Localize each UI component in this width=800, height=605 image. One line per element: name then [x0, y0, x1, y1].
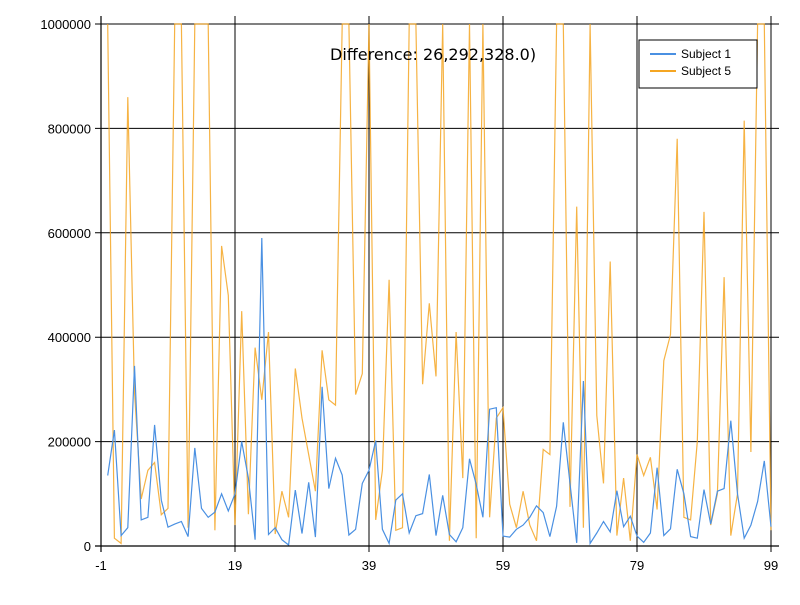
y-tick-label: 600000: [48, 226, 91, 241]
grid-lines: [95, 16, 779, 552]
y-tick-label: 400000: [48, 330, 91, 345]
x-tick-label: 79: [630, 558, 644, 573]
x-tick-label: 39: [362, 558, 376, 573]
legend-label-subject-5: Subject 5: [681, 64, 731, 78]
legend-label-subject-1: Subject 1: [681, 47, 731, 61]
series-line-subject-1: [107, 237, 772, 547]
legend: Subject 1 Subject 5: [638, 39, 758, 89]
chart-title: Difference: 26,292,328.0): [330, 45, 536, 64]
y-tick-label: 200000: [48, 435, 91, 450]
series-line-subject-5: [107, 23, 772, 545]
y-tick-label: 0: [84, 539, 91, 554]
x-tick-label: 19: [228, 558, 242, 573]
x-tick-label: -1: [95, 558, 107, 573]
x-tick-label: 59: [496, 558, 510, 573]
tick-labels: 0 200000 400000 600000 800000 1000000 -1 19 39 59…: [40, 17, 778, 573]
x-tick-label: 99: [764, 558, 778, 573]
axes: [95, 16, 779, 552]
y-tick-label: 1000000: [40, 17, 91, 32]
series-layer: [107, 23, 772, 547]
y-tick-label: 800000: [48, 121, 91, 136]
legend-box: [638, 39, 758, 89]
